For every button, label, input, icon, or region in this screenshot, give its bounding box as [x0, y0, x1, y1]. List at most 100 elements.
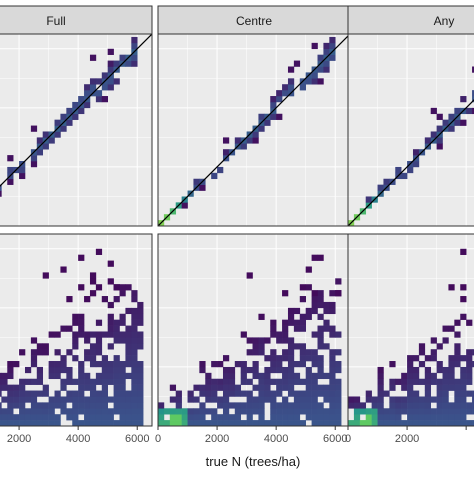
density-cell [125, 402, 132, 409]
density-cell [454, 107, 461, 115]
density-cell [436, 414, 443, 421]
density-cell [448, 361, 455, 368]
density-cell [72, 337, 79, 344]
density-cell [125, 284, 132, 291]
density-cell [217, 384, 224, 391]
density-cell [95, 372, 103, 380]
density-cell [107, 278, 114, 285]
density-cell [30, 378, 38, 385]
density-cell [36, 378, 44, 385]
density-cell [13, 420, 20, 426]
density-cell [101, 384, 108, 391]
density-cell [84, 90, 91, 97]
density-cell [389, 408, 396, 415]
density-cell [430, 396, 437, 403]
density-cell [311, 307, 318, 315]
density-cell [276, 113, 283, 120]
density-cell [270, 349, 277, 356]
density-cell [240, 361, 247, 368]
density-cell [323, 66, 330, 73]
density-cell [401, 396, 408, 403]
facet-strip [157, 5, 351, 35]
density-cell [389, 420, 396, 426]
density-cell [258, 372, 265, 380]
density-cell [240, 143, 247, 150]
density-cell [395, 378, 402, 385]
density-cell [30, 337, 38, 344]
density-cell [181, 408, 188, 415]
density-cell [54, 366, 61, 374]
density-cell [270, 420, 277, 426]
density-cell [19, 396, 26, 403]
density-cell [442, 396, 449, 403]
density-cell [246, 402, 253, 409]
density-cell [454, 384, 461, 391]
density-cell [36, 390, 44, 397]
density-cell [107, 343, 114, 350]
density-cell [270, 325, 277, 332]
density-cell [175, 402, 182, 409]
density-cell [317, 254, 324, 261]
density-cell [137, 378, 144, 385]
density-cell [436, 390, 443, 397]
density-cell [454, 355, 461, 362]
density-cell [335, 331, 342, 338]
density-cell [66, 396, 73, 403]
density-cell [19, 378, 26, 385]
density-cell [395, 408, 402, 415]
density-cell [287, 319, 295, 326]
density-cell [258, 408, 265, 415]
density-cell [472, 396, 474, 403]
density-cell [107, 331, 114, 338]
density-cell [0, 190, 2, 197]
density-cell [101, 361, 108, 368]
density-cell [95, 343, 103, 350]
density-cell [205, 408, 212, 415]
density-cell [460, 384, 467, 391]
density-cell [30, 161, 38, 168]
density-cell [293, 408, 301, 415]
density-cell [95, 378, 103, 385]
density-cell [317, 402, 324, 409]
density-cell [125, 420, 132, 426]
density-cell [131, 337, 138, 344]
density-cell [7, 408, 14, 415]
density-cell [258, 125, 265, 132]
density-cell [222, 137, 230, 144]
density-cell [175, 390, 182, 397]
density-cell [78, 96, 85, 103]
density-cell [89, 78, 97, 85]
density-cell [119, 313, 126, 320]
density-cell [270, 319, 277, 326]
x-tick-label: 6000 [125, 433, 149, 445]
density-cell [84, 84, 91, 91]
density-cell [54, 372, 61, 380]
density-cell [472, 66, 474, 73]
density-cell [389, 402, 396, 409]
density-cell [323, 325, 330, 332]
density-cell [299, 396, 306, 403]
density-cell [258, 343, 265, 350]
density-cell [383, 408, 390, 415]
density-cell [353, 396, 361, 403]
density-cell [101, 372, 108, 380]
density-cell [270, 355, 277, 362]
density-cell [66, 372, 73, 380]
density-cell [299, 390, 306, 397]
density-cell [293, 414, 301, 421]
density-cell [240, 408, 247, 415]
density-cell [7, 402, 14, 409]
density-cell [30, 155, 38, 162]
density-cell [329, 402, 336, 409]
density-cell [199, 414, 206, 421]
density-cell [282, 402, 289, 409]
density-cell [412, 149, 420, 156]
density-cell [240, 331, 247, 338]
density-cell [430, 131, 437, 138]
density-cell [371, 414, 378, 421]
density-cell [42, 272, 49, 279]
density-cell [305, 349, 312, 356]
density-cell [407, 372, 414, 380]
density-cell [276, 331, 283, 338]
density-cell [246, 378, 253, 385]
